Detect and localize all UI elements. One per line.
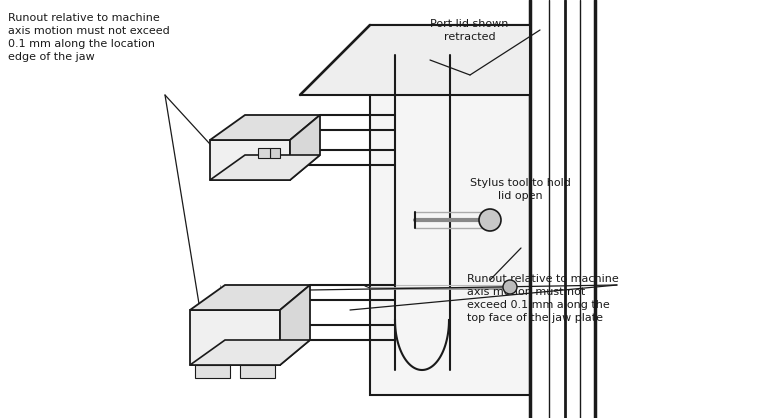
Polygon shape [210, 140, 290, 180]
Polygon shape [270, 148, 280, 158]
Polygon shape [190, 285, 310, 310]
Polygon shape [240, 365, 275, 378]
Polygon shape [210, 115, 320, 140]
Polygon shape [370, 25, 530, 395]
Text: Runout relative to machine
axis motion must not exceed
0.1 mm along the location: Runout relative to machine axis motion m… [8, 13, 169, 62]
Circle shape [503, 280, 517, 294]
Text: Stylus tool to hold
lid open: Stylus tool to hold lid open [470, 178, 571, 201]
Polygon shape [190, 310, 280, 365]
Polygon shape [195, 365, 230, 378]
Polygon shape [300, 25, 530, 95]
Circle shape [479, 209, 501, 231]
Polygon shape [280, 285, 310, 365]
Text: Port lid shown
retracted: Port lid shown retracted [430, 19, 509, 42]
Polygon shape [210, 155, 320, 180]
Text: Runout relative to machine
axis motion must not
exceed 0.1 mm along the
top face: Runout relative to machine axis motion m… [467, 274, 619, 324]
Polygon shape [190, 340, 310, 365]
Polygon shape [258, 148, 270, 158]
Polygon shape [290, 115, 320, 180]
